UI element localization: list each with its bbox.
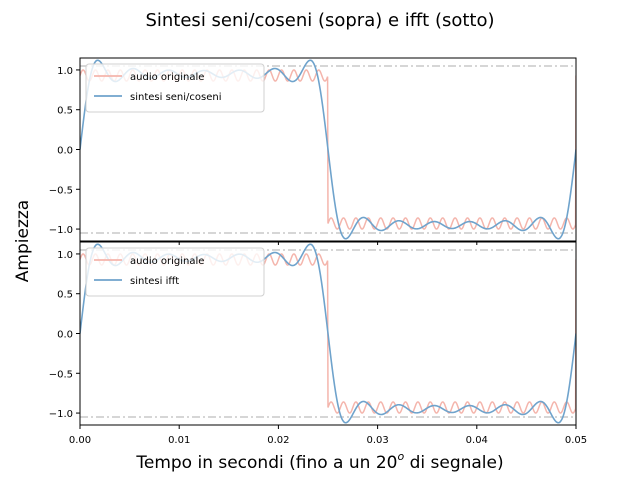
legend-box bbox=[85, 63, 265, 113]
legend: audio originale sintesi seni/coseni bbox=[85, 63, 265, 113]
y-tick-label: 0.0 bbox=[57, 330, 73, 341]
figure-title: Sintesi seni/coseni (sopra) e ifft (sott… bbox=[145, 10, 494, 31]
x-axis-label-superscript: o bbox=[397, 450, 404, 463]
x-axis-label-tail: di segnale) bbox=[404, 453, 503, 473]
panels: 1.0 0.5 0.0 −0.5 −1.0 audio originale sintesi … bbox=[49, 57, 587, 446]
y-tick-label: −1.0 bbox=[49, 409, 73, 420]
legend-box bbox=[85, 247, 265, 297]
x-axis-label: Tempo in secondi (fino a un 20o di segna… bbox=[135, 450, 503, 473]
y-tick-label: 0.0 bbox=[57, 146, 73, 157]
y-tick-label: 0.5 bbox=[57, 290, 73, 301]
x-tick-label: 0.05 bbox=[565, 435, 587, 446]
x-tick-label: 0.02 bbox=[267, 435, 289, 446]
chart-panel-1: 1.0 0.5 0.0 −0.5 −1.0 audio originale sintesi … bbox=[49, 57, 577, 245]
y-axis-label: Ampiezza bbox=[13, 200, 33, 282]
x-tick-label: 0.04 bbox=[466, 435, 488, 446]
chart-panel-2: 1.0 0.5 0.0 −0.5 −1.0 0.00 0.01 0.02 0.03 0.04 0.0… bbox=[49, 241, 587, 446]
legend-label-1: audio originale bbox=[130, 72, 204, 83]
legend: audio originale sintesi ifft bbox=[85, 247, 265, 297]
y-tick-label: 1.0 bbox=[57, 66, 73, 77]
y-tick-label: 1.0 bbox=[57, 250, 73, 261]
x-tick-label: 0.03 bbox=[366, 435, 388, 446]
legend-label-1: audio originale bbox=[130, 256, 204, 267]
y-tick-label: −0.5 bbox=[49, 185, 73, 196]
y-tick-label: −0.5 bbox=[49, 369, 73, 380]
y-tick-label: −1.0 bbox=[49, 225, 73, 236]
legend-label-2: sintesi ifft bbox=[130, 276, 179, 287]
y-tick-label: 0.5 bbox=[57, 106, 73, 117]
x-tick-label: 0.00 bbox=[69, 435, 91, 446]
x-tick-label: 0.01 bbox=[168, 435, 190, 446]
x-axis-label-main: Tempo in secondi (fino a un 20 bbox=[135, 453, 397, 473]
legend-label-2: sintesi seni/coseni bbox=[130, 92, 222, 103]
